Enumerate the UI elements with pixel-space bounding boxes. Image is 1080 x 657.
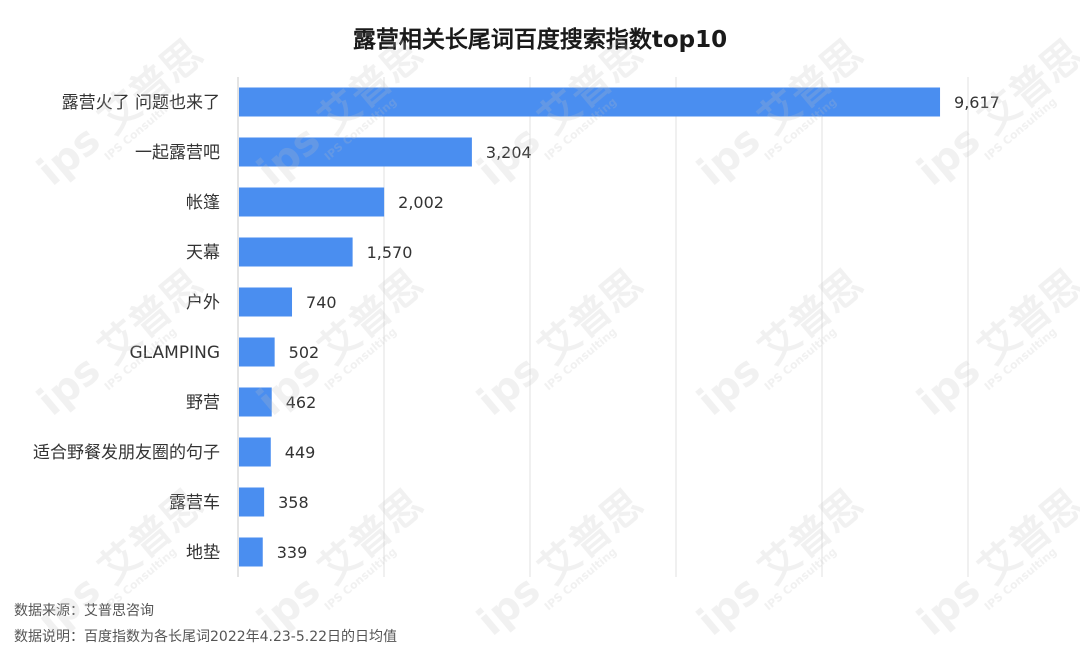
category-label: 户外 — [186, 293, 220, 313]
source-note: 数据来源：艾普思咨询 — [14, 603, 154, 619]
category-label: 适合野餐发朋友圈的句子 — [33, 443, 220, 463]
bar — [239, 187, 385, 217]
value-label: 462 — [286, 393, 317, 412]
bar — [239, 487, 265, 517]
value-label: 740 — [306, 293, 337, 312]
bar — [239, 337, 275, 367]
category-label: 地垫 — [186, 543, 220, 563]
value-label: 339 — [277, 543, 308, 562]
bar — [239, 237, 353, 267]
value-label: 358 — [278, 493, 309, 512]
bar — [239, 537, 263, 567]
category-label: 天幕 — [186, 243, 220, 263]
bar — [239, 387, 272, 417]
category-label: 帐篷 — [186, 193, 220, 213]
category-label: 露营火了 问题也来了 — [62, 93, 220, 113]
category-label: 一起露营吧 — [135, 143, 220, 163]
chart-title: 露营相关长尾词百度搜索指数top10 — [352, 27, 728, 53]
value-label: 502 — [289, 343, 320, 362]
category-label: 野营 — [186, 393, 220, 413]
method-note: 数据说明：百度指数为各长尾词2022年4.23-5.22日的日均值 — [14, 629, 398, 645]
bar — [239, 87, 941, 117]
value-label: 2,002 — [398, 193, 444, 212]
value-label: 449 — [285, 443, 316, 462]
bar — [239, 137, 472, 167]
category-label: 露营车 — [169, 493, 220, 513]
bar — [239, 287, 293, 317]
value-label: 3,204 — [486, 143, 532, 162]
value-label: 9,617 — [954, 93, 1000, 112]
category-label: GLAMPING — [130, 343, 221, 363]
bars: 露营火了 问题也来了 9,617 一起露营吧 3,204 帐篷 2,002 天幕 1,570 户… — [33, 87, 1000, 567]
value-label: 1,570 — [367, 243, 413, 262]
bar — [239, 437, 271, 467]
